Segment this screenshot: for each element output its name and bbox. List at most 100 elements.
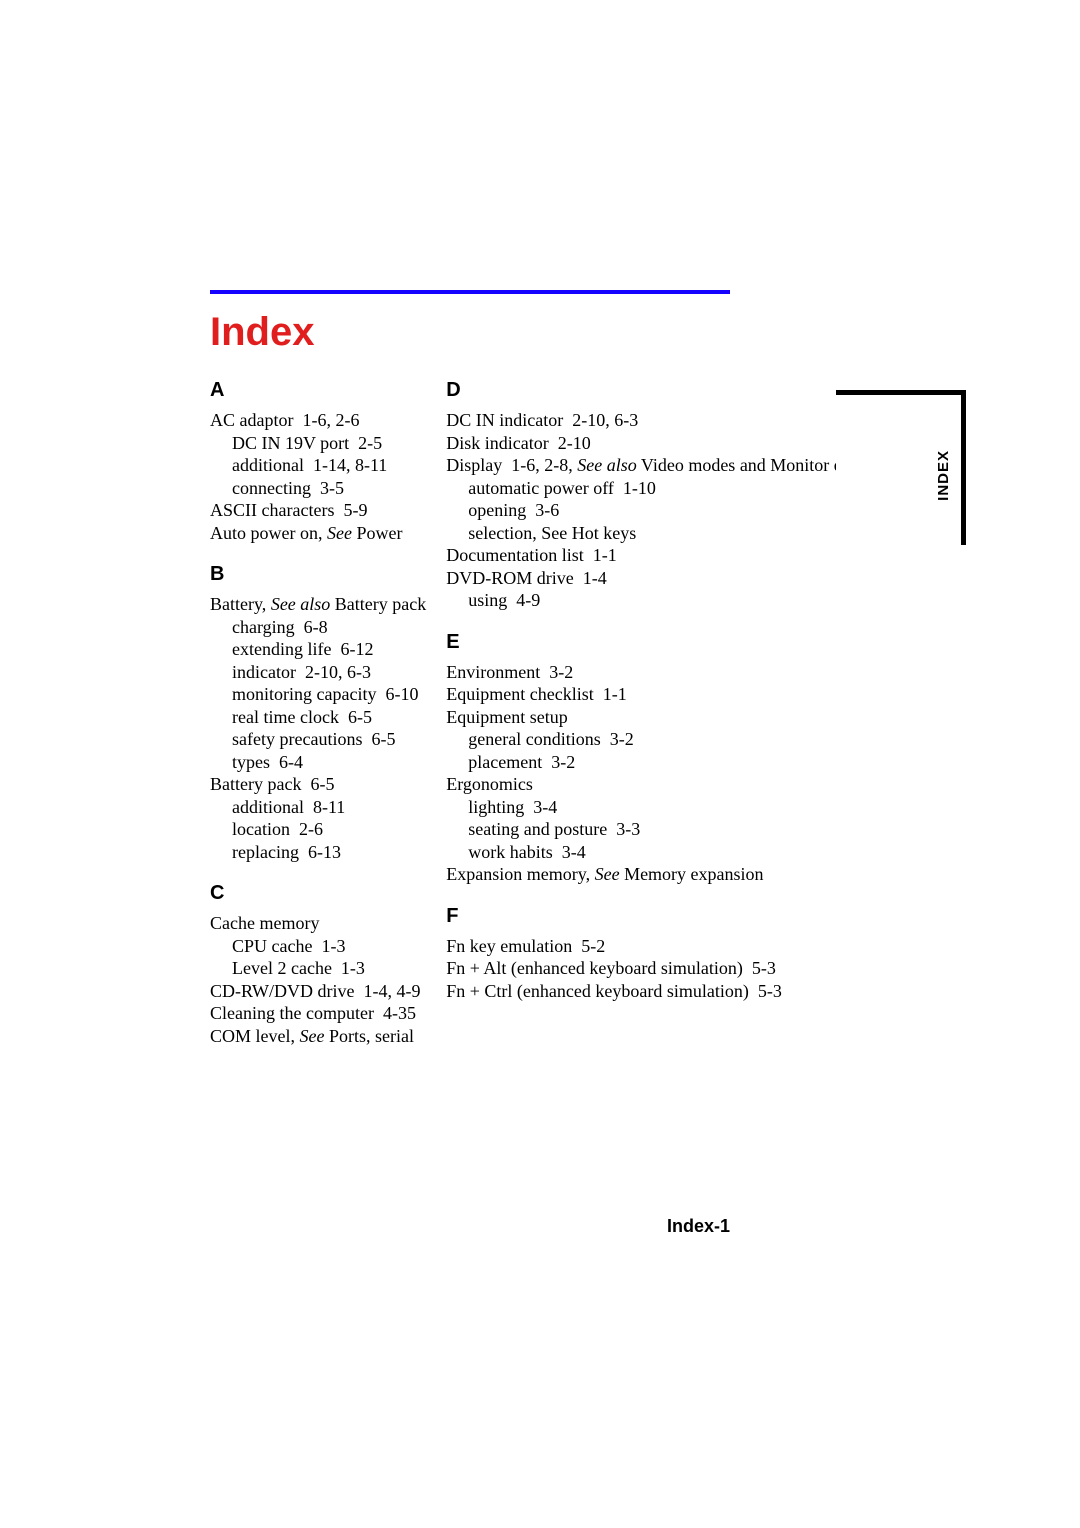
index-text: connecting 3-5 (232, 478, 344, 498)
index-text: Display 1-6, 2-8, (446, 455, 577, 475)
index-text: placement 3-2 (468, 752, 575, 772)
index-letter: C (210, 881, 426, 906)
index-text: Ports, serial (324, 1026, 414, 1046)
index-subentry: replacing 6-13 (210, 841, 426, 864)
index-text: seating and posture 3-3 (468, 819, 640, 839)
index-entry: Environment 3-2 (446, 661, 892, 684)
index-subentry: extending life 6-12 (210, 638, 426, 661)
index-subentry: location 2-6 (210, 818, 426, 841)
index-letter: F (446, 904, 892, 929)
index-page: Index AAC adaptor 1-6, 2-6DC IN 19V port… (0, 0, 1080, 1528)
index-text: opening 3-6 (468, 500, 559, 520)
index-text: ASCII characters 5-9 (210, 500, 367, 520)
index-entry: CD-RW/DVD drive 1-4, 4-9 (210, 980, 426, 1003)
index-text: additional 1-14, 8-11 (232, 455, 387, 475)
index-text: Cleaning the computer 4-35 (210, 1003, 416, 1023)
index-letter: E (446, 630, 892, 655)
index-text: AC adaptor 1-6, 2-6 (210, 410, 359, 430)
index-entry: Fn + Alt (enhanced keyboard simulation) … (446, 957, 892, 980)
index-text: Fn + Alt (enhanced keyboard simulation) … (446, 958, 776, 978)
thumb-tab-right-border (961, 390, 966, 545)
index-subentry: additional 8-11 (210, 796, 426, 819)
thumb-tab-label: INDEX (935, 450, 952, 501)
index-subentry: placement 3-2 (446, 751, 892, 774)
index-text: Power (352, 523, 403, 543)
index-subentry: Level 2 cache 1-3 (210, 957, 426, 980)
index-text: See also (271, 594, 330, 614)
index-subentry: CPU cache 1-3 (210, 935, 426, 958)
index-text: Equipment checklist 1-1 (446, 684, 626, 704)
index-text: Expansion memory, (446, 864, 594, 884)
index-subentry: opening 3-6 (446, 499, 892, 522)
index-text: Battery, (210, 594, 271, 614)
index-columns: AAC adaptor 1-6, 2-6DC IN 19V port 2-5ad… (210, 378, 730, 1047)
index-text: Memory expansion (620, 864, 764, 884)
index-entry: AC adaptor 1-6, 2-6 (210, 409, 426, 432)
title-rule (210, 290, 730, 294)
index-entry: Ergonomics (446, 773, 892, 796)
page-title: Index (210, 310, 314, 355)
index-text: location 2-6 (232, 819, 323, 839)
index-text: See also (577, 455, 636, 475)
index-text: COM level, (210, 1026, 300, 1046)
index-entry: Equipment checklist 1-1 (446, 683, 892, 706)
index-subentry: types 6-4 (210, 751, 426, 774)
index-subentry: additional 1-14, 8-11 (210, 454, 426, 477)
index-entry: Battery pack 6-5 (210, 773, 426, 796)
index-text: Battery pack 6-5 (210, 774, 334, 794)
index-text: Level 2 cache 1-3 (232, 958, 365, 978)
index-subentry: indicator 2-10, 6-3 (210, 661, 426, 684)
page-number: Index-1 (667, 1216, 730, 1237)
index-column-right: D DC IN indicator 2-10, 6-3Disk indicator… (446, 378, 892, 1047)
index-subentry: real time clock 6-5 (210, 706, 426, 729)
index-subentry: connecting 3-5 (210, 477, 426, 500)
index-text: CPU cache 1-3 (232, 936, 345, 956)
index-subentry: monitoring capacity 6-10 (210, 683, 426, 706)
index-entry: Cache memory (210, 912, 426, 935)
index-text: Disk indicator 2-10 (446, 433, 590, 453)
index-text: selection, See Hot keys (468, 523, 636, 543)
index-text: monitoring capacity 6-10 (232, 684, 418, 704)
index-text: DVD-ROM drive 1-4 (446, 568, 606, 588)
index-entry: DC IN indicator 2-10, 6-3 (446, 409, 892, 432)
thumb-tab: INDEX (836, 390, 966, 545)
index-entry: Disk indicator 2-10 (446, 432, 892, 455)
index-text: charging 6-8 (232, 617, 328, 637)
index-text: See (300, 1026, 325, 1046)
index-subentry: general conditions 3-2 (446, 728, 892, 751)
index-text: See (327, 523, 352, 543)
index-entry: Equipment setup (446, 706, 892, 729)
index-subentry: DC IN 19V port 2-5 (210, 432, 426, 455)
index-text: types 6-4 (232, 752, 303, 772)
index-column-left: AAC adaptor 1-6, 2-6DC IN 19V port 2-5ad… (210, 378, 426, 1047)
index-subentry: safety precautions 6-5 (210, 728, 426, 751)
index-subentry: seating and posture 3-3 (446, 818, 892, 841)
index-subentry: selection, See Hot keys (446, 522, 892, 545)
index-entry: Cleaning the computer 4-35 (210, 1002, 426, 1025)
index-text: Equipment setup (446, 707, 567, 727)
index-text: Cache memory (210, 913, 319, 933)
index-entry: DVD-ROM drive 1-4 (446, 567, 892, 590)
index-text: See (595, 864, 620, 884)
index-text: safety precautions 6-5 (232, 729, 395, 749)
index-text: DC IN 19V port 2-5 (232, 433, 382, 453)
thumb-tab-top-border (836, 390, 966, 395)
index-subentry: automatic power off 1-10 (446, 477, 892, 500)
index-letter: D (446, 378, 892, 403)
index-subentry: lighting 3-4 (446, 796, 892, 819)
index-text: Ergonomics (446, 774, 533, 794)
index-letter: B (210, 562, 426, 587)
index-subentry: using 4-9 (446, 589, 892, 612)
index-entry: COM level, See Ports, serial (210, 1025, 426, 1048)
index-text: Fn + Ctrl (enhanced keyboard simulation)… (446, 981, 782, 1001)
index-entry: Documentation list 1-1 (446, 544, 892, 567)
index-text: general conditions 3-2 (468, 729, 633, 749)
index-entry: Fn key emulation 5-2 (446, 935, 892, 958)
index-text: Fn key emulation 5-2 (446, 936, 605, 956)
index-text: automatic power off 1-10 (468, 478, 656, 498)
index-text: Auto power on, (210, 523, 327, 543)
index-text: using 4-9 (468, 590, 540, 610)
index-entry: Auto power on, See Power (210, 522, 426, 545)
index-text: extending life 6-12 (232, 639, 373, 659)
index-entry: Display 1-6, 2-8, See also Video modes a… (446, 454, 892, 477)
